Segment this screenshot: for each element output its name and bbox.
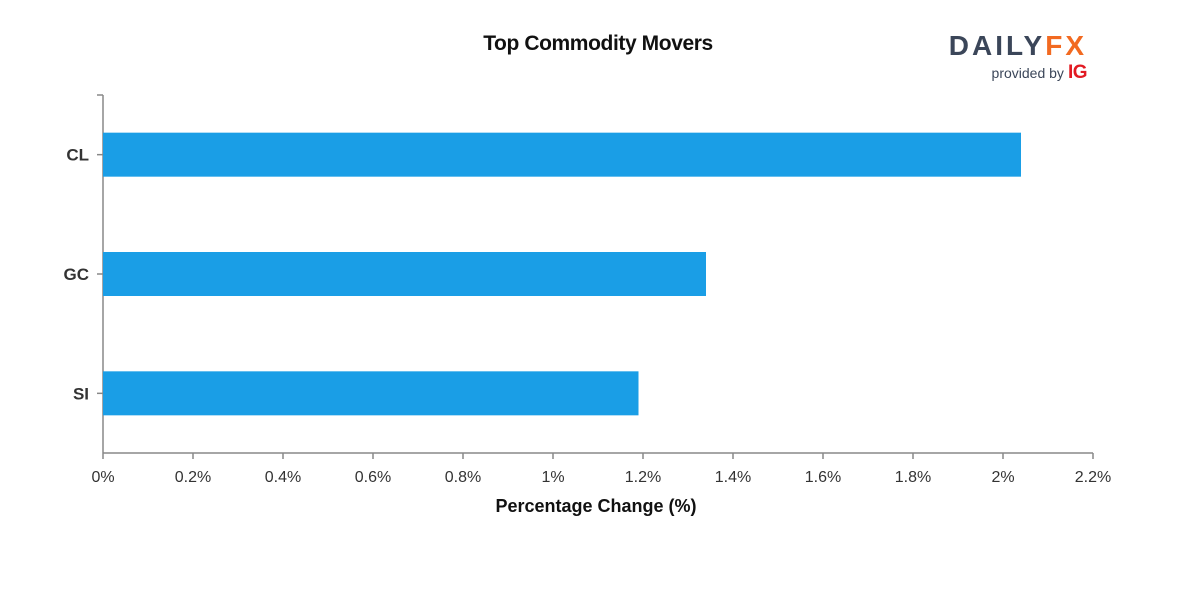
bar-cl[interactable]	[103, 132, 1021, 177]
x-tick-label: 2.2%	[1075, 469, 1111, 486]
x-tick-label: 1%	[541, 469, 564, 486]
brand-provided-row: provided by IG	[991, 62, 1088, 83]
y-tick-label-cl: CL	[66, 146, 89, 165]
y-tick-label-si: SI	[73, 384, 89, 403]
x-axis-title: Percentage Change (%)	[495, 496, 697, 516]
y-axis-labels: CL GC SI	[64, 146, 103, 403]
brand-wordmark: DAILYFX	[949, 30, 1087, 62]
x-tick-label: 0.8%	[445, 469, 481, 486]
chart-title: Top Commodity Movers	[483, 32, 713, 55]
brand-partner-logo: IG	[1067, 62, 1088, 83]
x-tick-label: 0%	[91, 469, 114, 486]
brand-name-daily: DAILY	[948, 30, 1046, 61]
x-tick-label: 0.4%	[265, 469, 301, 486]
x-tick-label: 0.6%	[355, 469, 391, 486]
bar-si[interactable]	[103, 371, 639, 416]
x-tick-label: 0.2%	[175, 469, 211, 486]
x-tick-label: 1.8%	[895, 469, 931, 486]
brand-provided-by: provided by	[991, 65, 1064, 81]
x-tick-label: 1.6%	[805, 469, 841, 486]
brand-logo[interactable]: DAILYFX provided by IG	[925, 30, 1095, 82]
x-tick-label: 1.2%	[625, 469, 661, 486]
x-axis-ticks: 0% 0.2% 0.4% 0.6% 0.8% 1% 1.2% 1.4% 1.6% 1.8% 2% 2.…	[91, 453, 1111, 486]
x-tick-label: 1.4%	[715, 469, 751, 486]
brand-name-fx: FX	[1045, 30, 1087, 61]
bar-gc[interactable]	[103, 252, 706, 296]
chart-bars	[103, 132, 1021, 416]
x-tick-label: 2%	[991, 469, 1014, 486]
y-tick-label-gc: GC	[64, 265, 90, 284]
